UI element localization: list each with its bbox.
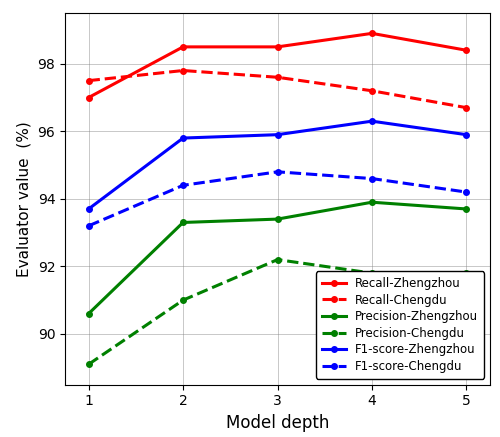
X-axis label: Model depth: Model depth	[226, 414, 329, 432]
Precision-Chengdu	[464, 271, 469, 276]
Precision-Zhengzhou	[464, 206, 469, 212]
Line: Precision-Chengdu: Precision-Chengdu	[86, 257, 469, 367]
F1-score-Chengdu	[274, 169, 280, 174]
Recall-Chengdu	[180, 68, 186, 73]
Line: Precision-Zhengzhou: Precision-Zhengzhou	[86, 199, 469, 316]
Line: F1-score-Chengdu: F1-score-Chengdu	[86, 169, 469, 229]
Precision-Zhengzhou	[180, 220, 186, 225]
F1-score-Zhengzhou	[274, 132, 280, 137]
F1-score-Chengdu	[86, 223, 91, 229]
Recall-Zhengzhou	[86, 95, 91, 100]
Recall-Zhengzhou	[464, 48, 469, 53]
Recall-Chengdu	[86, 78, 91, 83]
Line: F1-score-Zhengzhou: F1-score-Zhengzhou	[86, 118, 469, 212]
Precision-Zhengzhou	[369, 200, 375, 205]
F1-score-Zhengzhou	[369, 118, 375, 124]
F1-score-Zhengzhou	[86, 206, 91, 212]
Recall-Zhengzhou	[274, 44, 280, 49]
Precision-Zhengzhou	[86, 311, 91, 316]
Legend: Recall-Zhengzhou, Recall-Chengdu, Precision-Zhengzhou, Precision-Chengdu, F1-sco: Recall-Zhengzhou, Recall-Chengdu, Precis…	[316, 271, 484, 378]
F1-score-Chengdu	[180, 183, 186, 188]
Precision-Chengdu	[86, 362, 91, 367]
F1-score-Chengdu	[464, 190, 469, 195]
Recall-Zhengzhou	[180, 44, 186, 49]
Precision-Chengdu	[274, 257, 280, 262]
F1-score-Zhengzhou	[180, 135, 186, 141]
Precision-Chengdu	[180, 298, 186, 303]
Recall-Chengdu	[464, 105, 469, 110]
Recall-Zhengzhou	[369, 31, 375, 36]
Precision-Zhengzhou	[274, 216, 280, 222]
Line: Recall-Chengdu: Recall-Chengdu	[86, 68, 469, 111]
Y-axis label: Evaluator value  (%): Evaluator value (%)	[17, 121, 32, 277]
Recall-Chengdu	[274, 75, 280, 80]
Line: Recall-Zhengzhou: Recall-Zhengzhou	[86, 31, 469, 101]
Precision-Chengdu	[369, 271, 375, 276]
Recall-Chengdu	[369, 88, 375, 94]
F1-score-Chengdu	[369, 176, 375, 181]
F1-score-Zhengzhou	[464, 132, 469, 137]
